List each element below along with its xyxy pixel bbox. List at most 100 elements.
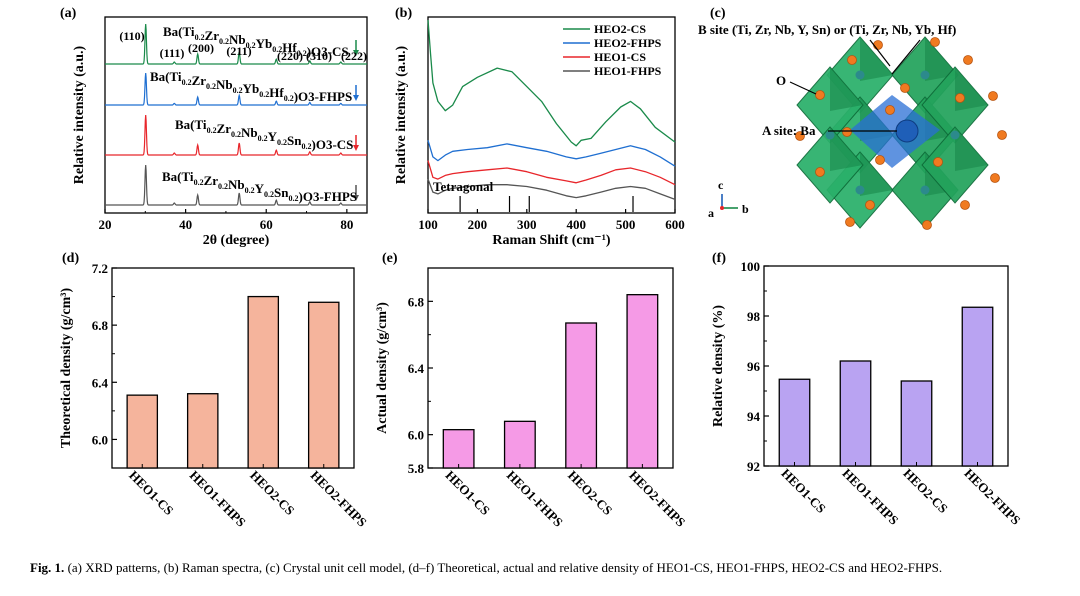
xrd-peak-label: (200) [188, 41, 214, 55]
raman-x-tick-label: 300 [517, 217, 537, 232]
b-site-atom [920, 185, 930, 195]
b-site-atom [855, 70, 865, 80]
density-bar [503, 420, 536, 469]
panel-c-label: (c) [710, 6, 726, 21]
xrd-series-arrowhead [353, 95, 359, 101]
panel-label: (d) [62, 251, 79, 266]
xrd-series-arrowhead [353, 145, 359, 151]
bar-category-label: HEO2-FHPS [308, 468, 370, 530]
axis-origin [720, 206, 724, 210]
raman-x-tick-label: 200 [468, 217, 488, 232]
oxygen-atom [885, 105, 895, 115]
bar-y-tick-label: 5.8 [408, 461, 425, 476]
bar-y-tick-label: 6.8 [408, 294, 425, 309]
octahedron-face [955, 127, 988, 171]
crystal-model [795, 36, 1007, 230]
b-site-atom [855, 185, 865, 195]
oxygen-atom [845, 217, 855, 227]
tetragonal-label: Tetragonal [433, 179, 494, 194]
oxygen-atom [955, 93, 965, 103]
octahedron-face [860, 152, 893, 196]
oxygen-atom [875, 155, 885, 165]
xrd-series-line [105, 23, 367, 65]
bar-y-tick-label: 92 [747, 459, 760, 474]
octahedron-face [830, 67, 863, 111]
bar-y-tick-label: 6.0 [408, 428, 424, 443]
bar-y-axis-label: Relative density (%) [711, 305, 726, 427]
density-bar [247, 295, 280, 469]
xrd-peak-label: (111) [160, 46, 185, 60]
oxygen-atom [865, 200, 875, 210]
panel-label: (e) [382, 251, 398, 266]
bar-y-tick-label: 96 [747, 359, 761, 374]
xrd-series-label: Ba(Ti0.2Zr0.2Nb0.2Y0.2Sn0.2)O3-CS [175, 117, 353, 152]
bar-category-label: HEO1-CS [443, 468, 493, 518]
raman-x-axis-label: Raman Shift (cm⁻¹) [492, 233, 610, 248]
oxygen-atom [900, 83, 910, 93]
oxygen-atom [922, 220, 932, 230]
raman-x-tick-label: 500 [616, 217, 636, 232]
xrd-series-arrowhead [353, 195, 359, 201]
xrd-x-axis-label: 2θ (degree) [203, 233, 270, 248]
raman-legend-label: HEO2-FHPS [594, 36, 662, 50]
oxygen-atom [990, 173, 1000, 183]
oxygen-atom [873, 40, 883, 50]
panel-label: (f) [712, 251, 726, 266]
xrd-series-line [105, 72, 367, 106]
b-site-atom [825, 130, 835, 140]
xrd-x-tick-label: 40 [179, 217, 192, 232]
caption-label: Fig. 1. [30, 560, 65, 575]
raman-x-tick-label: 100 [418, 217, 438, 232]
bar-category-label: HEO2-CS [247, 468, 297, 518]
figure-caption: Fig. 1. (a) XRD patterns, (b) Raman spec… [30, 559, 1055, 576]
b-site-pointer [891, 39, 921, 75]
oxygen-atom [930, 37, 940, 47]
bar-category-label: HEO1-CS [778, 466, 828, 516]
raman-x-tick-label: 400 [566, 217, 586, 232]
raman-y-axis-label: Relative intensity (a.u.) [394, 45, 409, 184]
b-site-atom [950, 130, 960, 140]
bar-y-tick-label: 6.4 [408, 361, 425, 376]
oxygen-atom [988, 91, 998, 101]
raman-legend-label: HEO1-CS [594, 50, 646, 64]
bar-category-label: HEO1-FHPS [504, 468, 566, 530]
xrd-series-line [105, 164, 367, 206]
octahedron-face [860, 37, 893, 81]
bar-y-tick-label: 100 [741, 259, 761, 274]
bar-category-label: HEO1-FHPS [839, 466, 901, 528]
octahedron-face [925, 37, 958, 81]
density-bar [186, 393, 219, 469]
oxygen-atom [963, 55, 973, 65]
oxygen-atom [960, 200, 970, 210]
density-bar [442, 429, 475, 469]
xrd-peak-label: (110) [119, 29, 144, 43]
raman-series-line [427, 140, 676, 167]
raman-series-line [427, 19, 676, 147]
xrd-peak-label: (310) [306, 49, 332, 63]
octahedron-face [830, 127, 863, 171]
bar-y-axis-label: Theoretical density (g/cm³) [59, 288, 74, 449]
bar-category-label: HEO2-CS [900, 466, 950, 516]
raman-series-line [427, 160, 676, 186]
bar-y-tick-label: 6.8 [92, 318, 109, 333]
bar-y-tick-label: 6.4 [92, 375, 109, 390]
raman-series-line [427, 178, 676, 201]
raman-legend-label: HEO1-FHPS [594, 64, 662, 78]
xrd-y-axis-label: Relative intensity (a.u.) [72, 45, 87, 184]
bar-category-label: HEO1-CS [126, 468, 176, 518]
bar-plot-frame [111, 267, 355, 469]
raman-legend-label: HEO2-CS [594, 22, 646, 36]
axis-a-label: a [708, 206, 714, 220]
axis-c-label: c [718, 178, 724, 192]
bar-category-label: HEO2-FHPS [626, 468, 688, 530]
oxygen-atom [847, 55, 857, 65]
axis-b-label: b [742, 202, 749, 216]
octahedron-face [955, 67, 988, 111]
xrd-series-arrowhead [353, 50, 359, 56]
xrd-series-label: Ba(Ti0.2Zr0.2Nb0.2Yb0.2Hf0.2)O3-FHPS [150, 69, 352, 104]
bar-y-tick-label: 6.0 [92, 432, 108, 447]
xrd-peak-label: (220) [277, 49, 303, 63]
density-bar [126, 394, 159, 469]
xrd-x-tick-label: 80 [340, 217, 353, 232]
